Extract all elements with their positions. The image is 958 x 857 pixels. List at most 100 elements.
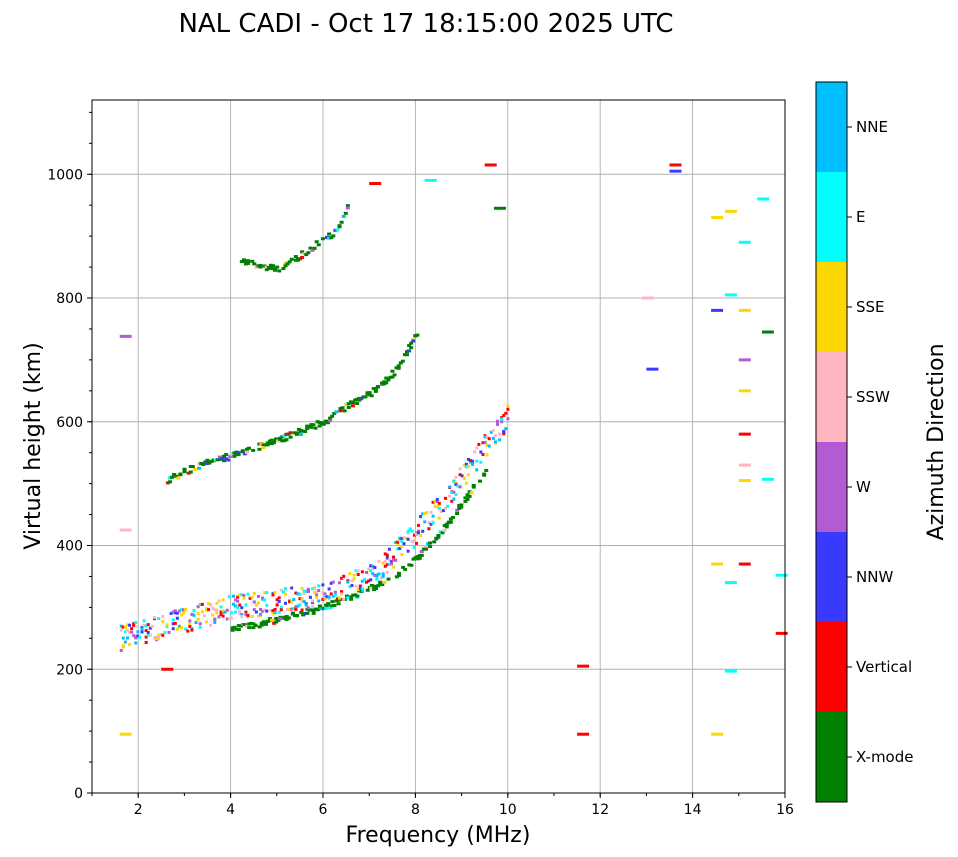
echo-point xyxy=(238,603,242,607)
echo-point xyxy=(428,545,433,549)
echo-point xyxy=(493,434,497,438)
echo-point xyxy=(310,587,314,591)
echo-point xyxy=(321,422,326,426)
echo-point xyxy=(346,405,351,409)
echo-point xyxy=(384,376,389,380)
echo-point xyxy=(231,602,235,606)
echo-point xyxy=(415,555,420,559)
echo-point xyxy=(506,407,510,411)
echo-point xyxy=(146,633,150,637)
echo-point xyxy=(301,429,306,433)
echo-point xyxy=(440,531,445,535)
echo-point xyxy=(217,457,222,461)
echo-point xyxy=(213,458,218,462)
echo-point xyxy=(423,512,427,516)
isolated-echo xyxy=(369,182,382,186)
echo-point xyxy=(268,266,273,270)
colorbar-frame xyxy=(815,81,848,803)
echo-point xyxy=(243,262,248,266)
echo-point xyxy=(327,595,331,599)
echo-point xyxy=(132,624,136,628)
echo-point xyxy=(313,587,317,591)
echo-point xyxy=(398,538,402,542)
echo-point xyxy=(288,435,293,439)
echo-point xyxy=(457,504,462,508)
echo-point xyxy=(313,426,318,430)
echo-point xyxy=(436,534,441,537)
echo-point xyxy=(458,473,462,477)
echo-point xyxy=(406,531,410,535)
echo-point xyxy=(342,574,346,578)
plot-frame xyxy=(91,99,786,794)
echo-point xyxy=(369,586,373,590)
echo-point xyxy=(396,573,401,577)
echo-point xyxy=(383,564,387,568)
echo-point xyxy=(485,443,489,447)
echo-point xyxy=(269,438,274,442)
colorbar-category-label: Vertical xyxy=(856,658,912,676)
echo-point xyxy=(263,443,268,447)
echo-point xyxy=(130,630,134,634)
echo-point xyxy=(188,470,193,474)
isolated-echo xyxy=(724,669,737,673)
echo-point xyxy=(125,636,129,640)
echo-point xyxy=(433,500,437,504)
echo-point xyxy=(300,599,304,603)
echo-point xyxy=(182,467,187,471)
echo-point xyxy=(275,603,279,607)
echo-point xyxy=(489,430,493,434)
isolated-echo xyxy=(577,664,590,668)
echo-point xyxy=(171,610,175,614)
echo-point xyxy=(331,594,335,598)
echo-point xyxy=(306,251,311,255)
echo-point xyxy=(405,350,410,354)
echo-point xyxy=(157,637,161,641)
echo-point xyxy=(457,506,462,510)
echo-point xyxy=(465,493,470,497)
echo-point xyxy=(429,510,433,514)
echo-point xyxy=(128,623,132,627)
echo-point xyxy=(288,431,293,435)
y-axis-ticks: 0 200 400 600 800 1000 xyxy=(47,111,92,802)
echo-point xyxy=(329,592,333,596)
echo-point xyxy=(331,580,335,584)
echo-point xyxy=(314,240,319,244)
echo-point xyxy=(302,592,306,596)
isolated-echo xyxy=(493,206,506,210)
echo-point xyxy=(459,503,464,507)
echo-point xyxy=(144,640,148,644)
colorbar-segment xyxy=(816,712,847,802)
echo-point xyxy=(244,447,249,451)
echo-point xyxy=(483,440,487,444)
echo-point xyxy=(246,613,250,617)
echo-point xyxy=(506,417,510,421)
echo-point xyxy=(259,442,264,446)
echo-point xyxy=(267,441,272,445)
echo-point xyxy=(217,455,222,459)
echo-point xyxy=(246,261,251,265)
echo-point xyxy=(202,614,206,618)
echo-point xyxy=(309,608,314,612)
echo-point xyxy=(184,627,188,631)
echo-point xyxy=(188,622,192,626)
echo-point xyxy=(247,626,252,630)
echo-point xyxy=(180,626,184,630)
echo-point xyxy=(367,567,371,571)
echo-point xyxy=(367,393,372,397)
echo-point xyxy=(194,620,198,624)
echo-point xyxy=(311,423,316,427)
echo-point xyxy=(502,429,506,433)
echo-point xyxy=(338,596,342,600)
echo-point xyxy=(159,632,163,636)
echo-point xyxy=(376,584,381,588)
echo-point xyxy=(409,563,414,567)
echo-point xyxy=(306,606,310,610)
echo-point xyxy=(300,608,304,612)
echo-point xyxy=(431,514,435,518)
echo-point xyxy=(367,579,371,583)
echo-point xyxy=(324,606,329,610)
echo-point xyxy=(413,334,418,338)
colorbar-category-label: SSW xyxy=(856,388,890,406)
echo-point xyxy=(317,421,322,425)
